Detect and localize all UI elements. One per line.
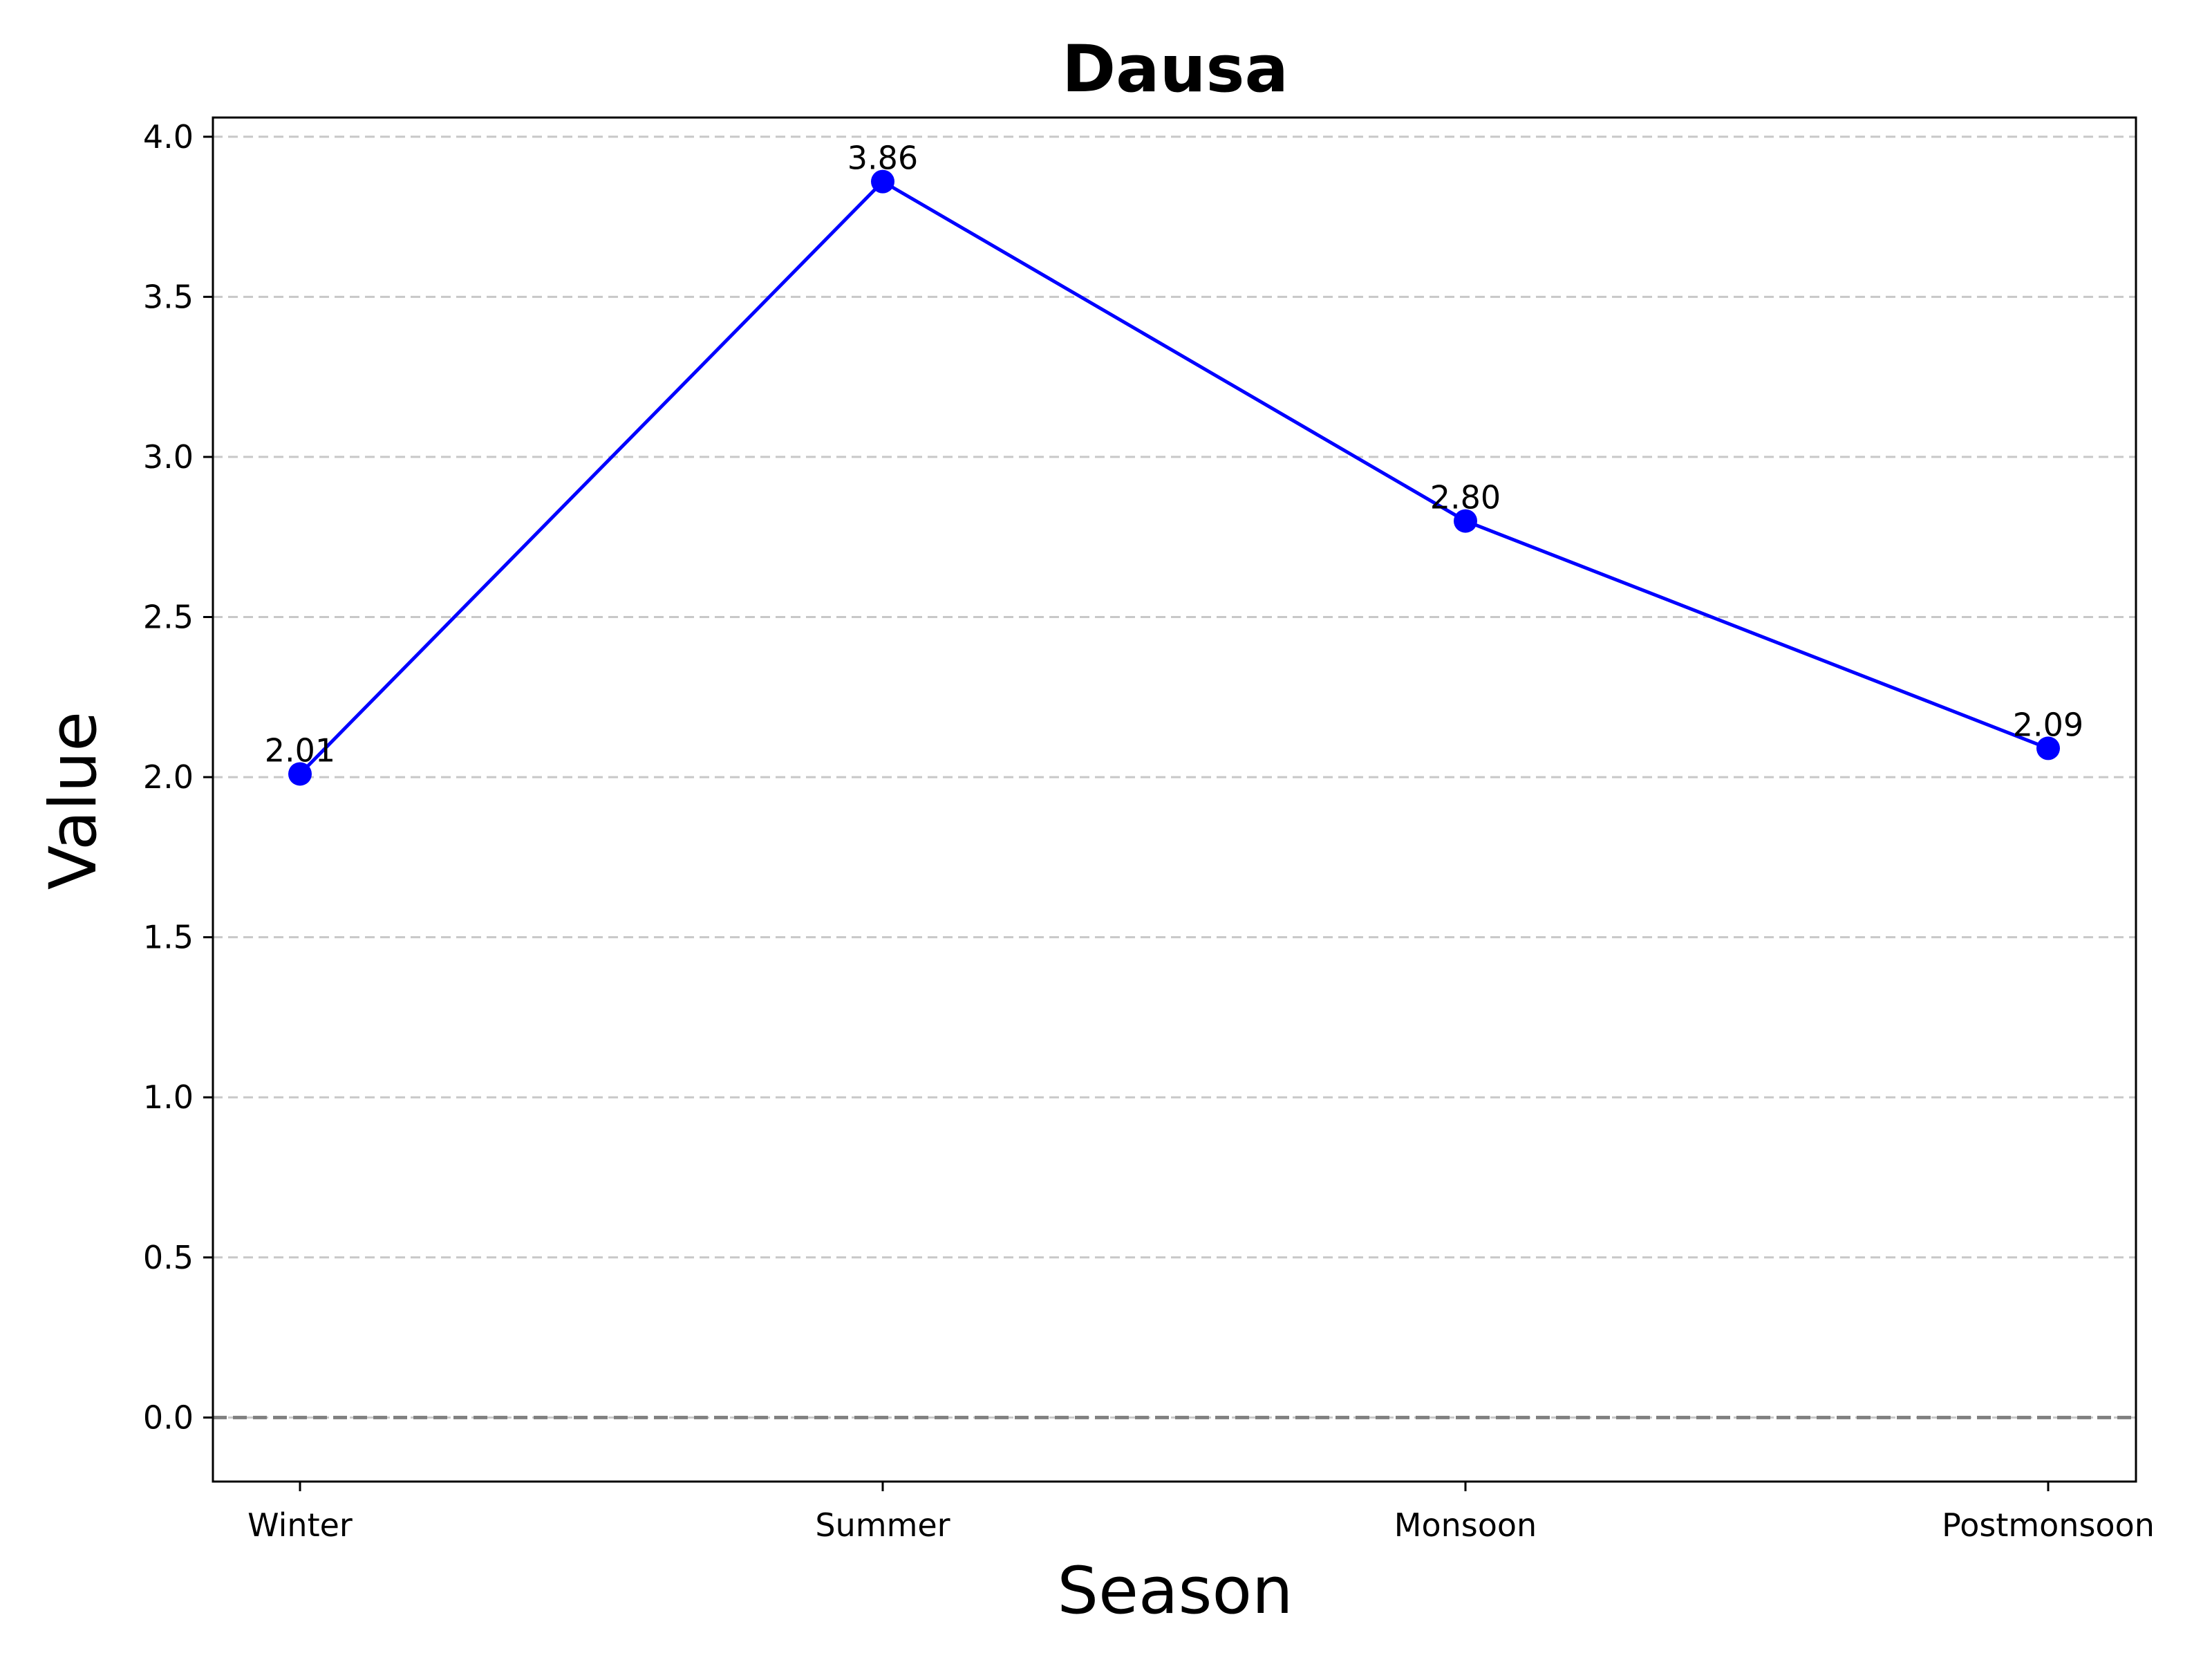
y-axis: 0.0 0.5 1.0 1.5 2.0 2.5 3.0 3.5 4.0 bbox=[143, 118, 213, 1436]
x-tick-label: Postmonsoon bbox=[1942, 1506, 2155, 1544]
x-tick-label: Summer bbox=[815, 1506, 950, 1544]
series-line bbox=[299, 180, 2049, 776]
x-tick-label: Monsoon bbox=[1394, 1506, 1537, 1544]
y-tick-label: 0.0 bbox=[143, 1399, 194, 1436]
data-point bbox=[288, 762, 312, 786]
plot-frame bbox=[212, 116, 2137, 1483]
y-tick-label: 2.0 bbox=[143, 758, 194, 796]
y-tick-label: 3.5 bbox=[143, 278, 194, 315]
data-label: 3.86 bbox=[847, 140, 918, 177]
data-point bbox=[871, 169, 894, 194]
y-tick-label: 2.5 bbox=[143, 599, 194, 636]
x-axis: Winter Summer Monsoon Postmonsoon bbox=[247, 1482, 2155, 1544]
data-label: 2.80 bbox=[1430, 479, 1501, 516]
data-label: 2.01 bbox=[265, 731, 335, 769]
grid-lines bbox=[213, 136, 2136, 1419]
x-axis-title: Season bbox=[1057, 1553, 1293, 1629]
x-tick-label: Winter bbox=[247, 1506, 353, 1544]
y-tick-label: 4.0 bbox=[143, 118, 194, 156]
series-layer: 2.01 3.86 2.80 2.09 bbox=[265, 140, 2083, 786]
y-tick-label: 3.0 bbox=[143, 438, 194, 476]
data-point bbox=[2036, 736, 2060, 760]
y-axis-title: Value bbox=[36, 711, 111, 890]
data-label: 2.09 bbox=[2013, 706, 2083, 743]
data-point bbox=[1454, 509, 1477, 533]
y-tick-label: 1.0 bbox=[143, 1079, 194, 1116]
y-tick-label: 1.5 bbox=[143, 919, 194, 956]
y-tick-label: 0.5 bbox=[143, 1239, 194, 1276]
chart-title: Dausa bbox=[1062, 32, 1288, 107]
